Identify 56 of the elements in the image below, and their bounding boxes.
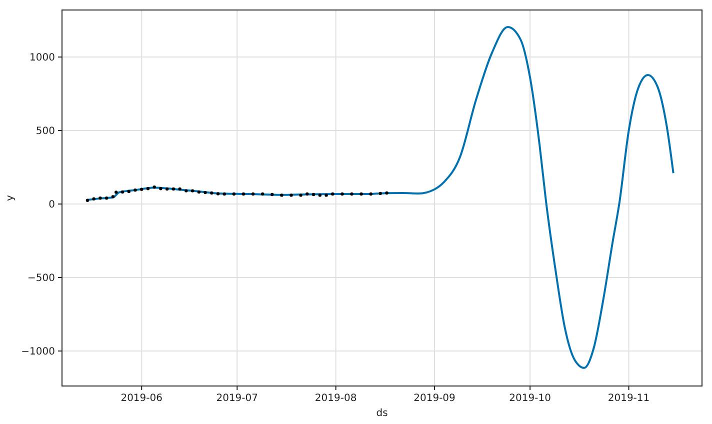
point xyxy=(378,192,382,196)
x-tick-label: 2019-08 xyxy=(314,393,357,404)
point xyxy=(306,192,309,196)
point xyxy=(270,192,274,196)
point xyxy=(350,192,354,196)
point xyxy=(111,195,115,198)
point xyxy=(222,192,226,196)
line-series xyxy=(86,26,674,369)
point xyxy=(114,190,118,194)
point xyxy=(86,198,90,202)
point xyxy=(369,192,372,196)
point xyxy=(146,186,150,190)
point xyxy=(140,188,144,191)
point xyxy=(260,192,264,196)
x-tick-label: 2019-07 xyxy=(216,393,258,404)
point xyxy=(210,191,214,195)
point xyxy=(127,190,130,194)
point xyxy=(251,192,255,196)
point xyxy=(340,192,344,196)
y-tick-label: −500 xyxy=(28,273,55,284)
point xyxy=(120,190,124,194)
y-axis-title: y xyxy=(5,194,16,201)
point xyxy=(98,196,102,200)
point xyxy=(318,194,322,197)
point xyxy=(190,189,194,192)
point xyxy=(204,190,207,194)
point xyxy=(385,191,388,195)
point xyxy=(299,194,302,197)
x-tick-label: 2019-11 xyxy=(608,393,650,404)
y-tick-label: 1000 xyxy=(30,52,55,64)
x-tick-label: 2019-09 xyxy=(414,393,456,404)
point xyxy=(184,189,188,192)
y-tick-label: −1000 xyxy=(21,346,55,358)
x-axis-title: ds xyxy=(376,408,388,419)
point xyxy=(92,197,96,200)
point xyxy=(331,192,334,196)
point xyxy=(324,194,328,197)
point xyxy=(280,194,284,197)
point xyxy=(312,192,316,196)
point xyxy=(232,192,236,196)
point xyxy=(242,192,246,196)
point xyxy=(165,187,169,191)
y-tick-label: 500 xyxy=(36,126,55,138)
point xyxy=(290,194,293,197)
point xyxy=(172,187,176,191)
x-tick-label: 2019-06 xyxy=(120,393,162,404)
point xyxy=(360,192,363,196)
point xyxy=(134,188,137,192)
point xyxy=(152,186,156,189)
y-tick-label: 0 xyxy=(48,200,55,211)
point xyxy=(178,187,182,191)
point xyxy=(159,186,162,190)
point xyxy=(197,190,201,194)
point xyxy=(216,192,220,196)
point xyxy=(104,196,108,200)
x-tick-label: 2019-10 xyxy=(509,393,551,404)
